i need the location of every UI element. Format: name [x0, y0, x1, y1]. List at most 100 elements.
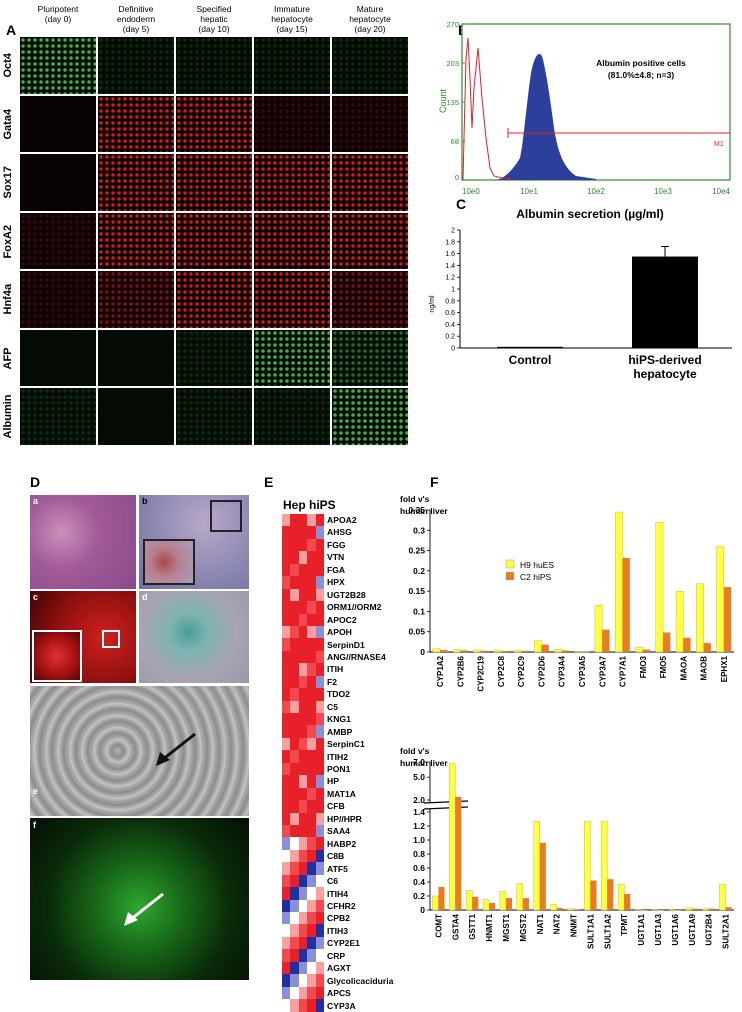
fold-ytick: 1.2: [413, 821, 425, 831]
fold-ytick: 0.35: [408, 505, 425, 515]
microscopy-tile: [331, 270, 409, 329]
inset-box-c: [32, 630, 82, 682]
microscopy-tile: [253, 94, 331, 153]
gene-category-label: CYP3A7: [598, 655, 607, 687]
gene-label: AMBP: [327, 726, 353, 737]
bar-huES: [719, 883, 726, 911]
heatmap-cell: [315, 625, 325, 639]
bar-huES: [634, 909, 642, 911]
heatmap-cell: [298, 949, 308, 962]
heatmap-cell: [290, 725, 299, 738]
column-header: Definitive endoderm (day 5): [97, 4, 175, 34]
heatmap-cell: [315, 650, 325, 664]
heatmap-cell: [282, 700, 291, 713]
flow-xtick: 10e4: [712, 187, 730, 196]
gene-label: C5: [327, 701, 338, 712]
column-header-line: Definitive: [118, 4, 154, 14]
fold-ytick: 1.4: [413, 807, 425, 817]
heatmap-cell: [298, 986, 308, 1000]
column-header-line: hepatocyte: [349, 14, 391, 24]
heatmap-cell: [298, 974, 308, 987]
heatmap-row: [282, 663, 325, 676]
panel-d-label: D: [30, 474, 41, 490]
heatmap-cell: [298, 787, 308, 801]
bar-hiPS: [556, 907, 563, 910]
m1-marker: M1: [714, 141, 724, 148]
gene-label: CRP: [327, 950, 346, 961]
heatmap-row: [282, 837, 325, 850]
heatmap-cell: [290, 601, 299, 614]
bar-huES: [473, 649, 481, 653]
gene-category-label: CYP2C19: [477, 655, 486, 691]
heatmap-cell: [307, 812, 316, 825]
heatmap-row: [282, 713, 325, 726]
bar-hiPS: [455, 796, 462, 910]
bar-huES: [716, 546, 725, 653]
heatmap-cell: [290, 812, 299, 825]
heatmap-cell: [298, 663, 308, 676]
heatmap-row: [282, 700, 325, 713]
bar-hiPS: [561, 650, 570, 652]
heatmap-row: [282, 912, 325, 925]
gene-category-label: UGT1A1: [637, 913, 646, 945]
heatmap-cell: [315, 986, 325, 1000]
heatmap-cell: [282, 961, 291, 975]
heatmap-cell: [290, 961, 299, 975]
gene-category-label: CYP2B6: [456, 655, 465, 687]
bar-hiPS: [506, 898, 513, 910]
bar-huES: [668, 909, 676, 911]
gene-category-label: FMO5: [659, 655, 668, 678]
panel-d-sublabel: b: [142, 496, 148, 506]
bar-hiPS: [440, 649, 448, 652]
fold-ytick: 0: [420, 647, 425, 657]
heatmap-cell: [315, 837, 325, 850]
heatmap-cell: [282, 949, 291, 962]
microscopy-tile: [331, 153, 409, 212]
heatmap-cell: [290, 713, 299, 726]
bar-hiPS: [607, 879, 614, 910]
legend-swatch-hiPS: [506, 572, 514, 580]
albumin-ytick: 2: [451, 228, 455, 235]
microscopy-tile: [175, 211, 253, 270]
gene-label: C6: [327, 876, 338, 887]
heatmap-cell: [315, 713, 325, 726]
heatmap-row: [282, 688, 325, 701]
heatmap-row: [282, 899, 325, 912]
bar-huES: [635, 646, 643, 653]
gene-label: F2: [327, 676, 338, 687]
heatmap-row: [282, 638, 325, 651]
heatmap-cell: [290, 899, 299, 912]
heatmap-cell: [307, 787, 316, 801]
heatmap-row: [282, 787, 325, 801]
heatmap-cell: [282, 688, 291, 701]
microscopy-tile: [175, 387, 253, 446]
fold-ytick-upper: 7.0: [413, 757, 425, 767]
bar-hiPS: [723, 587, 732, 652]
heatmap-cell: [307, 713, 316, 726]
phase-contrast-image: [30, 686, 249, 816]
expression-heatmap: [282, 514, 325, 1012]
microscopy-tile: [97, 36, 175, 95]
panel-d-sublabel: c: [33, 592, 39, 602]
gene-category-label: HNMT1: [485, 913, 494, 941]
fold-ytick-upper: 2.0: [413, 795, 425, 805]
albumin-ytick: 1: [451, 287, 455, 294]
heatmap-row: [282, 538, 325, 552]
heatmap-cell: [315, 538, 325, 552]
panel-e-label: E: [264, 474, 274, 490]
heatmap-cell: [298, 725, 308, 738]
fold-ytick: 0.25: [408, 546, 425, 556]
heatmap-row: [282, 650, 325, 664]
heatmap-cell: [282, 713, 291, 726]
column-header: Mature hepatocyte (day 20): [331, 4, 409, 34]
gene-label: CYP2E1: [327, 938, 360, 949]
gene-label: FGG: [327, 539, 346, 550]
heatmap-cell: [315, 576, 325, 589]
bar-hiPS: [460, 650, 468, 652]
gene-category-label: MAOA: [679, 656, 688, 681]
heatmap-cell: [307, 688, 316, 701]
microscopy-tile: [253, 387, 331, 446]
heatmap-cell: [307, 862, 316, 875]
heatmap-cell: [290, 551, 299, 564]
heatmap-cell: [282, 750, 291, 763]
